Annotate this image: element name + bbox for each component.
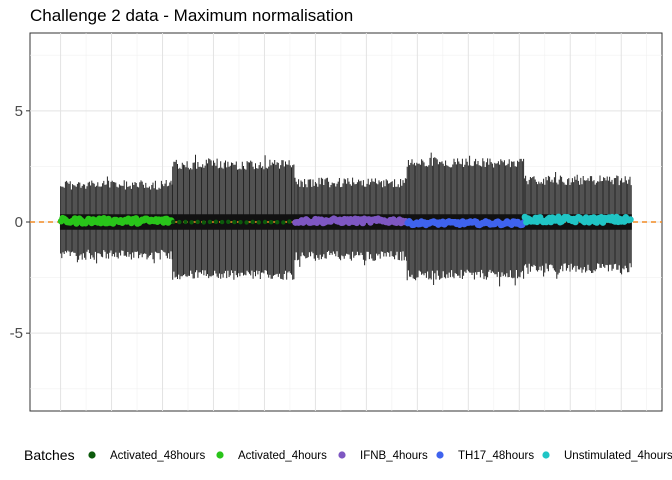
legend-key-IFNB_4hours xyxy=(338,451,346,459)
median-point-Activated_48hours xyxy=(287,219,292,224)
legend-key-TH17_48hours xyxy=(436,451,444,459)
legend-key-Activated_4hours xyxy=(216,451,224,459)
legend-key-Unstimulated_4hours xyxy=(542,451,550,459)
median-point-Unstimulated_4hours xyxy=(627,216,634,223)
median-point-Activated_48hours xyxy=(207,219,213,225)
median-point-Activated_48hours xyxy=(244,220,249,225)
legend-key-Activated_48hours xyxy=(88,451,96,459)
median-point-Activated_48hours xyxy=(226,219,231,224)
median-points xyxy=(57,213,634,229)
median-point-Activated_48hours xyxy=(177,219,182,225)
median-point-Activated_48hours xyxy=(232,219,237,225)
median-point-Activated_48hours xyxy=(189,220,194,225)
median-point-Activated_48hours xyxy=(256,220,261,225)
median-point-Activated_48hours xyxy=(238,220,243,225)
legend-title: Batches xyxy=(24,447,75,463)
median-point-Activated_48hours xyxy=(171,219,176,225)
y-tick-label: 0 xyxy=(15,214,23,231)
y-axis-ticks: -5 0 5 xyxy=(10,103,30,342)
median-point-Activated_48hours xyxy=(201,220,206,225)
legend-label-IFNB_4hours: IFNB_4hours xyxy=(360,450,428,462)
chart-title: Challenge 2 data - Maximum normalisation xyxy=(30,6,353,25)
median-point-Activated_48hours xyxy=(268,220,274,225)
median-point-Activated_48hours xyxy=(219,219,225,225)
legend-label-Activated_48hours: Activated_48hours xyxy=(110,450,206,462)
y-tick-label: 5 xyxy=(15,103,23,120)
legend-label-Unstimulated_4hours: Unstimulated_4hours xyxy=(564,450,672,462)
median-point-Activated_48hours xyxy=(195,219,200,225)
median-point-Activated_48hours xyxy=(183,219,188,225)
y-tick-label: -5 xyxy=(10,325,23,342)
legend-label-TH17_48hours: TH17_48hours xyxy=(458,450,534,462)
legend: Batches Activated_48hours Activated_4hour… xyxy=(24,447,672,463)
median-point-Activated_48hours xyxy=(262,219,268,225)
median-point-Activated_48hours xyxy=(250,219,255,225)
median-point-Activated_48hours xyxy=(275,220,280,225)
median-point-Activated_48hours xyxy=(213,219,219,224)
legend-label-Activated_4hours: Activated_4hours xyxy=(238,450,327,462)
median-point-Activated_48hours xyxy=(281,220,286,225)
